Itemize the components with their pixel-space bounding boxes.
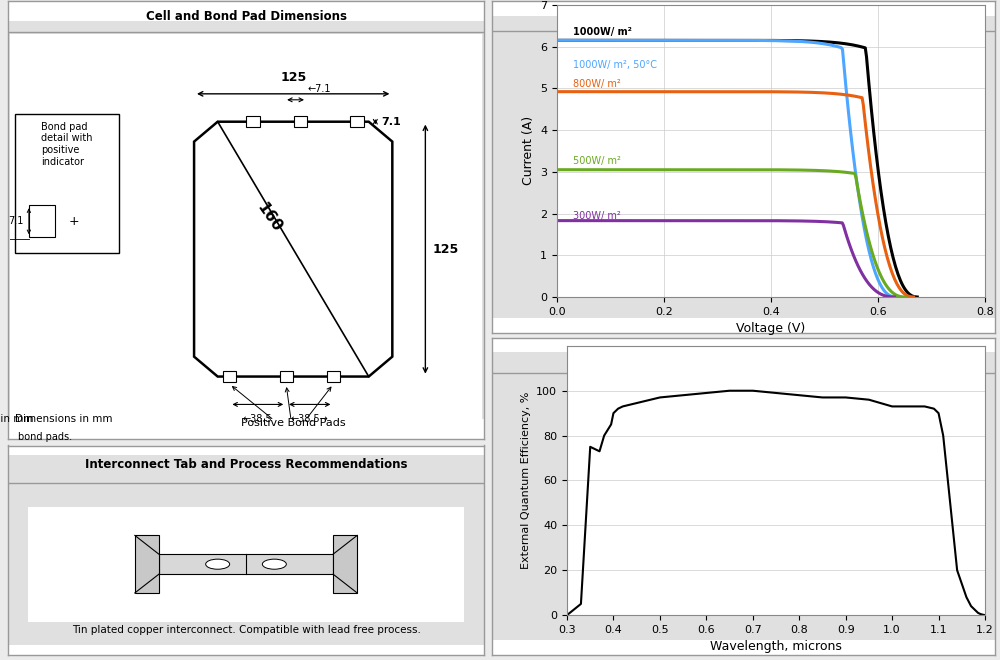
Y-axis label: Current (A): Current (A)	[522, 116, 535, 185]
Text: Bond pad area dimensions are 7.1mm x 7.1mm: Bond pad area dimensions are 7.1mm x 7.1…	[18, 402, 251, 412]
Text: SPECTRAL RESPONSE: SPECTRAL RESPONSE	[659, 348, 828, 362]
Polygon shape	[194, 121, 392, 377]
Text: TYPICAL I-V CURVE: TYPICAL I-V CURVE	[670, 9, 817, 23]
Bar	[223, 371, 236, 382]
Text: Interconnect Tab and Process Recommendations: Interconnect Tab and Process Recommendat…	[85, 458, 407, 471]
Bar	[29, 205, 55, 237]
Text: 800W/ m²: 800W/ m²	[573, 79, 621, 89]
Text: 125: 125	[432, 243, 459, 255]
Text: Positive Bond Pads: Positive Bond Pads	[241, 418, 346, 428]
Text: 7.1: 7.1	[8, 216, 23, 226]
Bar	[135, 535, 159, 593]
Text: ←7.1: ←7.1	[307, 84, 331, 94]
Text: Cell and Bond Pad Dimensions: Cell and Bond Pad Dimensions	[146, 10, 347, 23]
Text: Dimensions in mm: Dimensions in mm	[15, 414, 112, 424]
Text: Tin plated copper interconnect. Compatible with lead free process.: Tin plated copper interconnect. Compatib…	[72, 624, 420, 635]
Text: 160: 160	[254, 200, 285, 235]
Text: 125: 125	[280, 71, 306, 84]
Text: 500W/ m²: 500W/ m²	[573, 156, 621, 166]
Text: Dimensions in mm: Dimensions in mm	[0, 414, 34, 424]
Text: Bond pad
detail with
positive
indicator: Bond pad detail with positive indicator	[41, 121, 92, 166]
X-axis label: Wavelength, microns: Wavelength, microns	[710, 640, 842, 653]
Bar	[350, 116, 364, 127]
Text: bond pads.: bond pads.	[18, 432, 72, 442]
Text: +: +	[69, 214, 80, 228]
Bar	[294, 116, 307, 127]
Bar	[280, 371, 293, 382]
Text: 1000W/ m², 50°C: 1000W/ m², 50°C	[573, 60, 657, 71]
Bar	[333, 535, 357, 593]
Y-axis label: External Quantum Efficiency, %: External Quantum Efficiency, %	[521, 392, 531, 569]
Text: Positive pole bond pad side has "+" indicator on leftmost and rightmost: Positive pole bond pad side has "+" indi…	[18, 417, 369, 427]
Bar	[327, 371, 340, 382]
Text: 300W/ m²: 300W/ m²	[573, 211, 621, 220]
Bar	[159, 554, 333, 574]
Text: 1000W/ m²: 1000W/ m²	[573, 27, 632, 37]
Bar	[15, 114, 119, 253]
Text: 7.1: 7.1	[381, 117, 401, 127]
Bar	[246, 116, 260, 127]
Text: ←38.5→: ←38.5→	[291, 414, 329, 424]
Ellipse shape	[262, 559, 286, 569]
Text: ←38.5: ←38.5	[243, 414, 273, 424]
Ellipse shape	[206, 559, 230, 569]
X-axis label: Voltage (V): Voltage (V)	[736, 322, 806, 335]
